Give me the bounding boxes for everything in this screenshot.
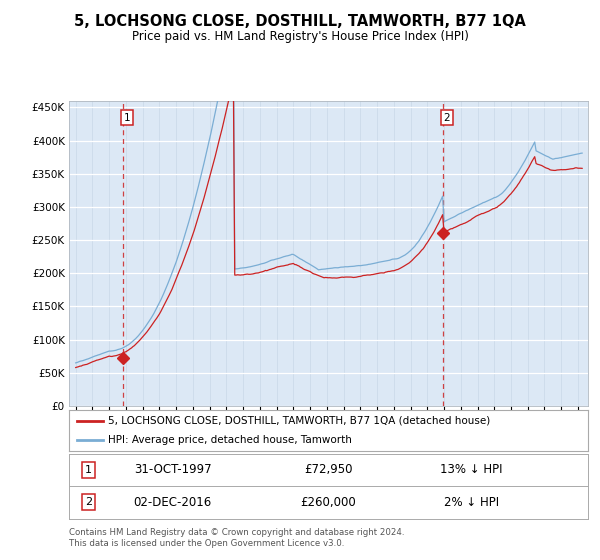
Text: Price paid vs. HM Land Registry's House Price Index (HPI): Price paid vs. HM Land Registry's House … — [131, 30, 469, 44]
Text: 5, LOCHSONG CLOSE, DOSTHILL, TAMWORTH, B77 1QA (detached house): 5, LOCHSONG CLOSE, DOSTHILL, TAMWORTH, B… — [108, 416, 490, 426]
Text: 5, LOCHSONG CLOSE, DOSTHILL, TAMWORTH, B77 1QA: 5, LOCHSONG CLOSE, DOSTHILL, TAMWORTH, B… — [74, 14, 526, 29]
Text: 1: 1 — [124, 113, 131, 123]
Text: 02-DEC-2016: 02-DEC-2016 — [134, 496, 212, 509]
Text: £72,950: £72,950 — [304, 463, 353, 477]
Text: 13% ↓ HPI: 13% ↓ HPI — [440, 463, 502, 477]
Text: 2: 2 — [443, 113, 450, 123]
Text: HPI: Average price, detached house, Tamworth: HPI: Average price, detached house, Tamw… — [108, 435, 352, 445]
Text: Contains HM Land Registry data © Crown copyright and database right 2024.
This d: Contains HM Land Registry data © Crown c… — [69, 528, 404, 548]
Text: 31-OCT-1997: 31-OCT-1997 — [134, 463, 212, 477]
Text: 2: 2 — [85, 497, 92, 507]
Text: 1: 1 — [85, 465, 92, 475]
Text: £260,000: £260,000 — [301, 496, 356, 509]
Text: 2% ↓ HPI: 2% ↓ HPI — [443, 496, 499, 509]
